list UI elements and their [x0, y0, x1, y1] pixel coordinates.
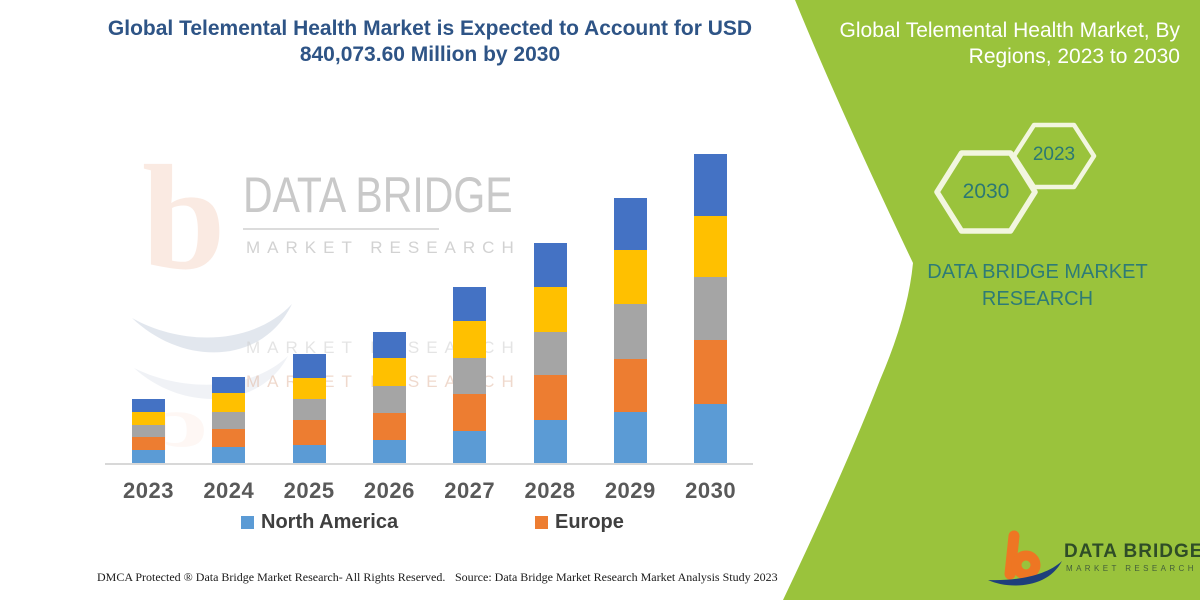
bar-segment: [613, 250, 647, 304]
legend-item-north-america: North America: [241, 511, 398, 534]
side-panel-heading-line2: Regions, 2023 to 2030: [968, 45, 1180, 68]
side-panel-heading: Global Telemental Health Market, By Regi…: [815, 18, 1180, 70]
x-axis-label: 2029: [604, 478, 656, 503]
bar-segment: [453, 358, 487, 394]
bar-segment: [453, 431, 487, 464]
bar-2027: [453, 287, 487, 464]
bar-segment: [533, 420, 567, 464]
bar-segment: [372, 413, 406, 440]
bar-segment: [613, 359, 647, 412]
hexagons-graphic: [934, 122, 1097, 234]
footer-source-text: Source: Data Bridge Market Research Mark…: [455, 570, 778, 584]
bar-segment: [292, 399, 326, 420]
bar-segment: [212, 429, 246, 447]
bar-segment: [372, 386, 406, 413]
bar-segment: [212, 377, 246, 393]
side-panel-brand-line1: DATA BRIDGE MARKET: [927, 261, 1148, 283]
logo-wordmark: DATA BRIDGE: [1064, 541, 1200, 562]
bar-2024: [212, 377, 246, 464]
bar-segment: [533, 375, 567, 420]
bar-2025: [292, 354, 326, 464]
side-panel-brand-text: DATA BRIDGE MARKET RESEARCH: [920, 259, 1155, 313]
bar-segment: [292, 445, 326, 464]
bar-segment: [694, 216, 728, 277]
bar-segment: [694, 277, 728, 340]
legend-item-europe: Europe: [535, 511, 624, 534]
x-axis-label: 2024: [203, 478, 255, 503]
bar-segment: [372, 358, 406, 386]
chart-title-line1: Global Telemental Health Market is Expec…: [107, 17, 753, 40]
legend-label-europe: Europe: [555, 511, 624, 533]
bar-segment: [694, 154, 728, 216]
hexagon-2023-label: 2023: [1032, 144, 1076, 165]
hexagon-2030-label: 2030: [962, 180, 1010, 203]
bar-segment: [372, 440, 406, 464]
bar-segment: [453, 394, 487, 431]
x-axis-label: 2025: [283, 478, 335, 503]
x-axis-label: 2030: [685, 478, 737, 503]
bar-segment: [613, 304, 647, 359]
bar-segment: [212, 447, 246, 464]
bar-segment: [132, 412, 165, 425]
chart-title: Global Telemental Health Market is Expec…: [70, 16, 790, 68]
hexagon-2023-shape: [1011, 122, 1097, 190]
bar-2030: [694, 154, 728, 464]
legend-label-north-america: North America: [261, 511, 399, 533]
bar-segment: [613, 198, 647, 250]
bar-2029: [613, 198, 647, 464]
bar-2023: [132, 399, 165, 464]
bar-segment: [212, 412, 246, 429]
x-axis-label: 2028: [524, 478, 576, 503]
side-panel-brand-line2: RESEARCH: [981, 288, 1094, 310]
bar-segment: [613, 412, 647, 464]
bar-2026: [372, 332, 406, 464]
bar-segment: [132, 437, 165, 450]
chart-title-line2: 840,073.60 Million by 2030: [299, 43, 561, 66]
x-axis-label: 2027: [444, 478, 496, 503]
bar-segment: [453, 321, 487, 358]
bar-segment: [533, 243, 567, 287]
legend-swatch-europe: [535, 516, 548, 529]
bar-segment: [533, 332, 567, 375]
bar-segment: [533, 287, 567, 332]
bar-segment: [694, 404, 728, 464]
bar-segment: [212, 393, 246, 412]
x-axis-label: 2023: [123, 478, 174, 503]
footer-dmca-text: DMCA Protected ® Data Bridge Market Rese…: [97, 570, 446, 584]
bar-2028: [533, 243, 567, 464]
hexagon-2030-shape: [934, 150, 1038, 234]
bar-segment: [694, 340, 728, 404]
bar-segment: [132, 450, 165, 464]
bar-segment: [453, 287, 487, 321]
bar-segment: [292, 354, 326, 378]
bar-segment: [132, 425, 165, 437]
x-axis-label: 2026: [363, 478, 415, 503]
x-axis-line: [105, 463, 753, 465]
bar-segment: [132, 399, 165, 412]
logo-tagline: MARKET RESEARCH: [1066, 564, 1197, 573]
bar-segment: [292, 378, 326, 399]
legend-swatch-north-america: [241, 516, 254, 529]
bar-segment: [292, 420, 326, 445]
side-panel-heading-line1: Global Telemental Health Market, By: [839, 19, 1180, 42]
data-bridge-logo-icon: [988, 530, 1062, 586]
bar-segment: [372, 332, 406, 358]
